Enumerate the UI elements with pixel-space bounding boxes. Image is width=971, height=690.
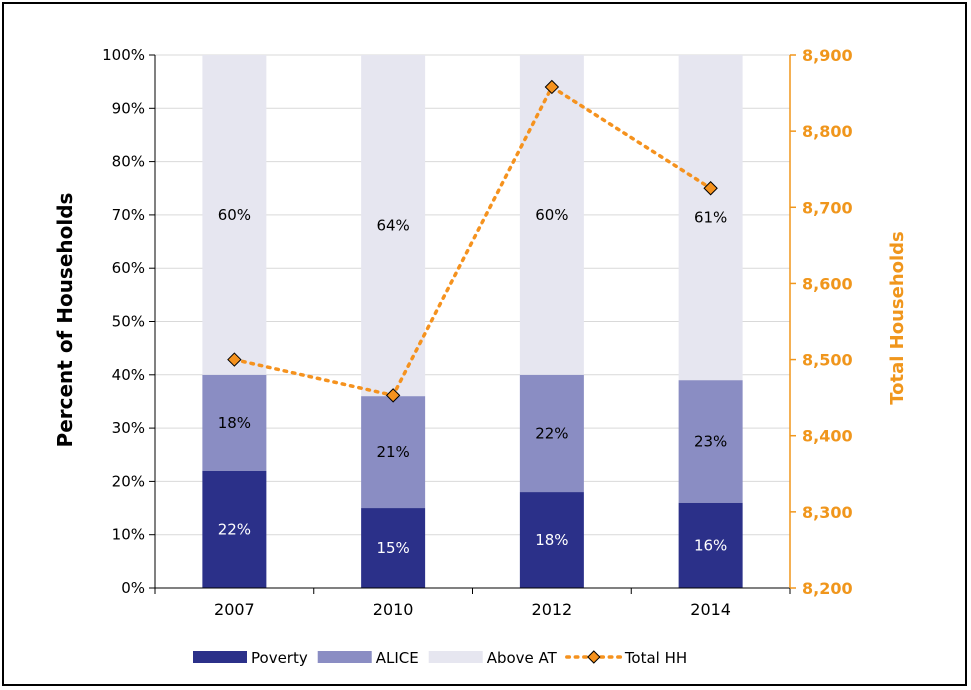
- data-label: 61%: [694, 209, 727, 227]
- data-label: 60%: [535, 206, 568, 224]
- bar-poverty: [678, 502, 743, 588]
- bar-poverty: [361, 508, 426, 588]
- legend-label: ALICE: [376, 649, 419, 667]
- bar-poverty: [519, 492, 584, 588]
- bar-alice: [519, 374, 584, 493]
- data-label: 23%: [694, 432, 727, 450]
- y-tick-label: 70%: [112, 206, 145, 224]
- legend-marker: [587, 650, 601, 664]
- y2-tick-label: 8,700: [802, 198, 853, 217]
- y-axis-title: Percent of Households: [53, 193, 77, 448]
- total-hh-line: [227, 79, 718, 403]
- y-tick-label: 100%: [102, 46, 145, 64]
- legend-label: Above AT: [487, 649, 558, 667]
- y-tick-label: 50%: [112, 313, 145, 331]
- legend: Poverty ALICE Above AT Total HH: [193, 649, 687, 667]
- data-label: 22%: [535, 424, 568, 442]
- y2-tick-label: 8,800: [802, 122, 853, 141]
- total-hh-point: [703, 181, 718, 196]
- bar-above-at: [202, 55, 267, 375]
- bar-above-at: [678, 55, 743, 381]
- y-tick-label: 20%: [112, 472, 145, 490]
- total-hh-point: [544, 79, 560, 95]
- data-label: 64%: [376, 217, 409, 235]
- y-tick-label: 80%: [112, 153, 145, 171]
- x-tick-label: 2007: [214, 600, 255, 619]
- y-tick-label: 10%: [112, 526, 145, 544]
- y-tick-label: 30%: [112, 419, 145, 437]
- total-hh-path: [232, 84, 713, 398]
- data-label: 15%: [376, 539, 409, 557]
- y2-tick-label: 8,300: [802, 503, 853, 522]
- total-hh-point: [227, 352, 242, 367]
- y-tick-label: 90%: [112, 99, 145, 117]
- data-label: 18%: [535, 531, 568, 549]
- y-tick-label: 0%: [121, 579, 145, 597]
- x-tick-label: 2010: [373, 600, 414, 619]
- legend-label: Poverty: [251, 649, 308, 667]
- bar-poverty: [202, 470, 267, 588]
- legend-swatch: [317, 651, 372, 663]
- bar-alice: [361, 396, 426, 509]
- legend-swatch: [193, 651, 247, 663]
- x-tick-label: 2014: [690, 600, 731, 619]
- data-label: 22%: [218, 520, 251, 538]
- bar-above-at: [519, 55, 584, 375]
- bar-alice: [202, 374, 267, 471]
- bars: 22% 18% 60% 15% 21% 64% 18% 22% 60% 16% 23% 61%: [202, 55, 743, 588]
- data-label: 16%: [694, 536, 727, 554]
- data-label: 60%: [218, 206, 251, 224]
- y2-tick-label: 8,900: [802, 46, 853, 65]
- legend-swatch: [428, 651, 483, 663]
- y-tick-label: 40%: [112, 366, 145, 384]
- y2-axis-title: Total Households: [887, 231, 908, 405]
- data-label: 18%: [218, 414, 251, 432]
- axes: 0% 10% 20% 30% 40% 50% 60% 70% 80% 90% 100% 2007 201…: [102, 46, 853, 619]
- bar-above-at: [361, 55, 426, 397]
- y2-tick-label: 8,200: [802, 579, 853, 598]
- total-hh-point: [385, 388, 401, 403]
- y2-tick-label: 8,600: [802, 274, 853, 293]
- bar-alice: [678, 380, 743, 503]
- legend-label: Total HH: [624, 649, 687, 667]
- y2-tick-label: 8,500: [802, 351, 853, 370]
- data-label: 21%: [376, 443, 409, 461]
- y2-tick-label: 8,400: [802, 427, 853, 446]
- y-tick-label: 60%: [112, 259, 145, 277]
- x-tick-label: 2012: [532, 600, 573, 619]
